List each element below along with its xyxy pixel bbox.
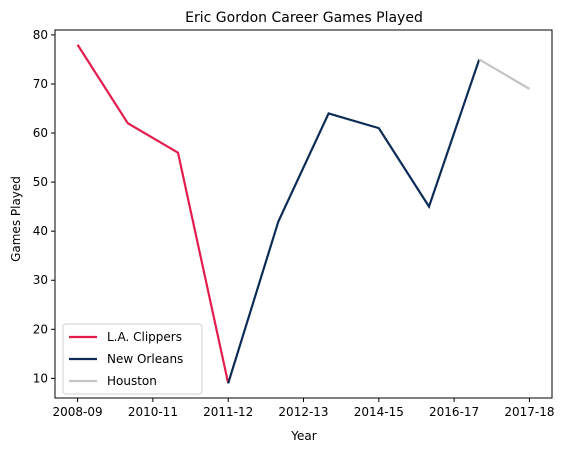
x-axis-title: Year xyxy=(290,429,316,443)
y-axis-title: Games Played xyxy=(9,176,23,262)
x-tick-label: 2012-13 xyxy=(278,405,328,419)
y-tick-label: 80 xyxy=(33,28,48,42)
legend-label: L.A. Clippers xyxy=(107,330,182,344)
series-line-0 xyxy=(76,44,230,384)
legend: L.A. Clippers New Orleans Houston xyxy=(62,323,203,395)
legend-box xyxy=(62,323,203,395)
x-tick-label: 2008-09 xyxy=(53,405,103,419)
y-tick-label: 50 xyxy=(33,175,48,189)
y-tick-label: 70 xyxy=(33,77,48,91)
series-line-2 xyxy=(478,58,530,90)
x-tick-label: 2014-15 xyxy=(354,405,404,419)
legend-label: Houston xyxy=(107,374,157,388)
y-tick-label: 60 xyxy=(33,126,48,140)
x-tick-label: 2016-17 xyxy=(429,405,479,419)
legend-label: New Orleans xyxy=(107,352,183,366)
x-axis-ticks: 2008-09 2010-11 2011-12 2012-13 2014-15 2016-… xyxy=(53,398,554,419)
y-tick-label: 40 xyxy=(33,224,48,238)
x-tick-label: 2017-18 xyxy=(504,405,554,419)
y-axis-ticks: 10 20 30 40 50 60 70 80 xyxy=(33,28,55,385)
y-tick-label: 10 xyxy=(33,371,48,385)
x-tick-label: 2010-11 xyxy=(128,405,178,419)
y-tick-label: 30 xyxy=(33,273,48,287)
y-tick-label: 20 xyxy=(33,322,48,336)
chart-title: Eric Gordon Career Games Played xyxy=(185,10,423,26)
x-tick-label: 2011-12 xyxy=(203,405,253,419)
series-line-1 xyxy=(227,59,481,384)
